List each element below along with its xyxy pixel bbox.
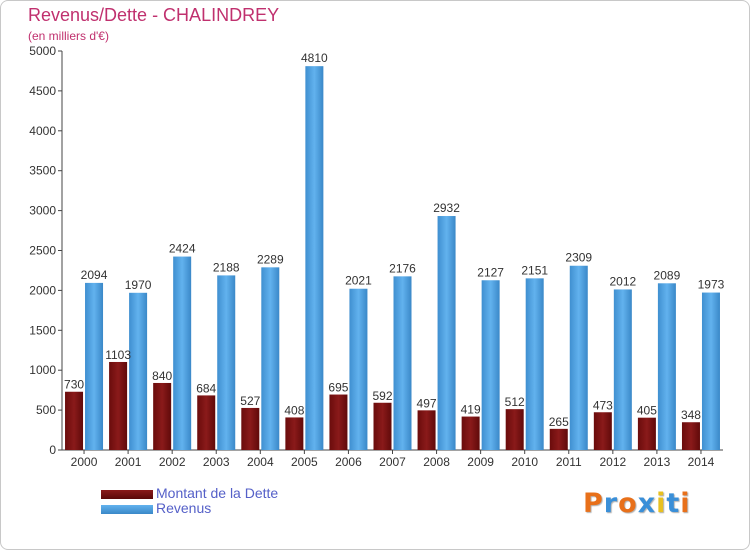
revenue-bar xyxy=(701,292,720,450)
legend-label-debt: Montant de la Dette xyxy=(156,485,279,501)
revenue-bar xyxy=(525,278,544,450)
legend-swatch-debt xyxy=(101,490,153,499)
y-tick-label: 2000 xyxy=(29,283,56,297)
y-tick-label: 1000 xyxy=(29,363,56,377)
x-tick-label: 2013 xyxy=(644,455,671,469)
x-tick-label: 2010 xyxy=(511,455,538,469)
debt-value-label: 684 xyxy=(196,381,216,395)
revenue-bar xyxy=(613,289,632,450)
debt-bar xyxy=(241,407,260,450)
debt-value-label: 512 xyxy=(505,395,525,409)
debt-value-label: 408 xyxy=(284,403,304,417)
debt-bar xyxy=(65,391,84,450)
debt-value-label: 527 xyxy=(240,394,260,408)
revenue-bar xyxy=(569,265,588,450)
revenue-bar xyxy=(481,280,500,450)
debt-value-label: 695 xyxy=(328,381,348,395)
x-tick-label: 2012 xyxy=(599,455,626,469)
x-tick-label: 2007 xyxy=(379,455,406,469)
debt-bar xyxy=(505,409,524,450)
y-tick-label: 4000 xyxy=(29,124,56,138)
debt-bar xyxy=(109,361,128,450)
debt-value-label: 730 xyxy=(64,378,84,392)
legend-label-revenue: Revenus xyxy=(156,500,212,516)
debt-bar xyxy=(681,422,700,450)
x-tick-label: 2002 xyxy=(159,455,186,469)
y-tick-label: 1500 xyxy=(29,323,56,337)
debt-value-label: 840 xyxy=(152,369,172,383)
revenue-value-label: 1970 xyxy=(125,278,152,292)
revenue-value-label: 2127 xyxy=(477,265,504,279)
x-tick-label: 2006 xyxy=(335,455,362,469)
revenue-value-label: 2089 xyxy=(654,268,681,282)
revenue-bar xyxy=(349,288,368,450)
revenue-bar xyxy=(217,275,236,450)
revenue-value-label: 2289 xyxy=(257,252,284,266)
revenue-value-label: 2188 xyxy=(213,260,240,274)
revenue-bar xyxy=(85,282,104,450)
debt-value-label: 265 xyxy=(549,415,569,429)
debt-value-label: 405 xyxy=(637,404,657,418)
y-tick-label: 5000 xyxy=(29,44,56,58)
chart-title: Revenus/Dette - CHALINDREY xyxy=(28,5,280,25)
debt-bar xyxy=(417,410,436,450)
revenue-value-label: 1973 xyxy=(698,278,725,292)
debt-bar xyxy=(153,382,172,450)
debt-bar xyxy=(197,395,216,450)
x-tick-label: 2005 xyxy=(291,455,318,469)
debt-bar xyxy=(461,416,480,450)
y-tick-label: 2500 xyxy=(29,244,56,258)
x-tick-label: 2001 xyxy=(115,455,142,469)
proxiti-logo: Proxiti xyxy=(583,488,691,519)
debt-bar xyxy=(329,394,348,450)
y-tick-label: 500 xyxy=(36,403,56,417)
revenue-value-label: 2151 xyxy=(521,263,548,277)
debt-value-label: 1103 xyxy=(105,348,131,362)
y-tick-label: 4500 xyxy=(29,84,56,98)
revenue-bar xyxy=(173,256,192,450)
revenue-value-label: 2094 xyxy=(81,268,108,282)
y-tick-label: 3000 xyxy=(29,204,56,218)
debt-bar xyxy=(593,412,612,450)
revenue-bar xyxy=(393,276,412,450)
debt-value-label: 497 xyxy=(417,396,437,410)
debt-value-label: 348 xyxy=(681,408,701,422)
debt-value-label: 592 xyxy=(372,389,392,403)
revenue-value-label: 2424 xyxy=(169,242,196,256)
debt-bar xyxy=(637,417,656,450)
debt-bar xyxy=(285,417,304,450)
revenue-bar xyxy=(437,216,456,450)
x-tick-label: 2003 xyxy=(203,455,230,469)
revenue-value-label: 2012 xyxy=(609,274,636,288)
revenue-value-label: 2932 xyxy=(433,201,460,215)
x-tick-label: 2014 xyxy=(688,455,715,469)
y-tick-label: 3500 xyxy=(29,164,56,178)
debt-bar xyxy=(549,428,568,450)
legend-swatch-revenue xyxy=(101,505,153,514)
debt-value-label: 419 xyxy=(461,403,481,417)
x-tick-label: 2004 xyxy=(247,455,274,469)
y-tick-label: 0 xyxy=(49,443,56,457)
revenue-value-label: 2309 xyxy=(565,251,592,265)
x-tick-label: 2000 xyxy=(71,455,98,469)
revenue-bar xyxy=(305,66,324,451)
revenue-value-label: 4810 xyxy=(301,51,328,65)
revenue-value-label: 2176 xyxy=(389,261,416,275)
chart-subtitle: (en milliers d'€) xyxy=(28,29,109,43)
x-tick-label: 2008 xyxy=(423,455,450,469)
revenue-value-label: 2021 xyxy=(345,274,372,288)
x-tick-label: 2009 xyxy=(467,455,494,469)
revenue-bar xyxy=(657,283,676,450)
revenue-bar xyxy=(261,267,280,450)
debt-value-label: 473 xyxy=(593,398,613,412)
x-tick-label: 2011 xyxy=(556,455,582,469)
revenue-bar xyxy=(129,292,148,450)
debt-bar xyxy=(373,402,392,450)
